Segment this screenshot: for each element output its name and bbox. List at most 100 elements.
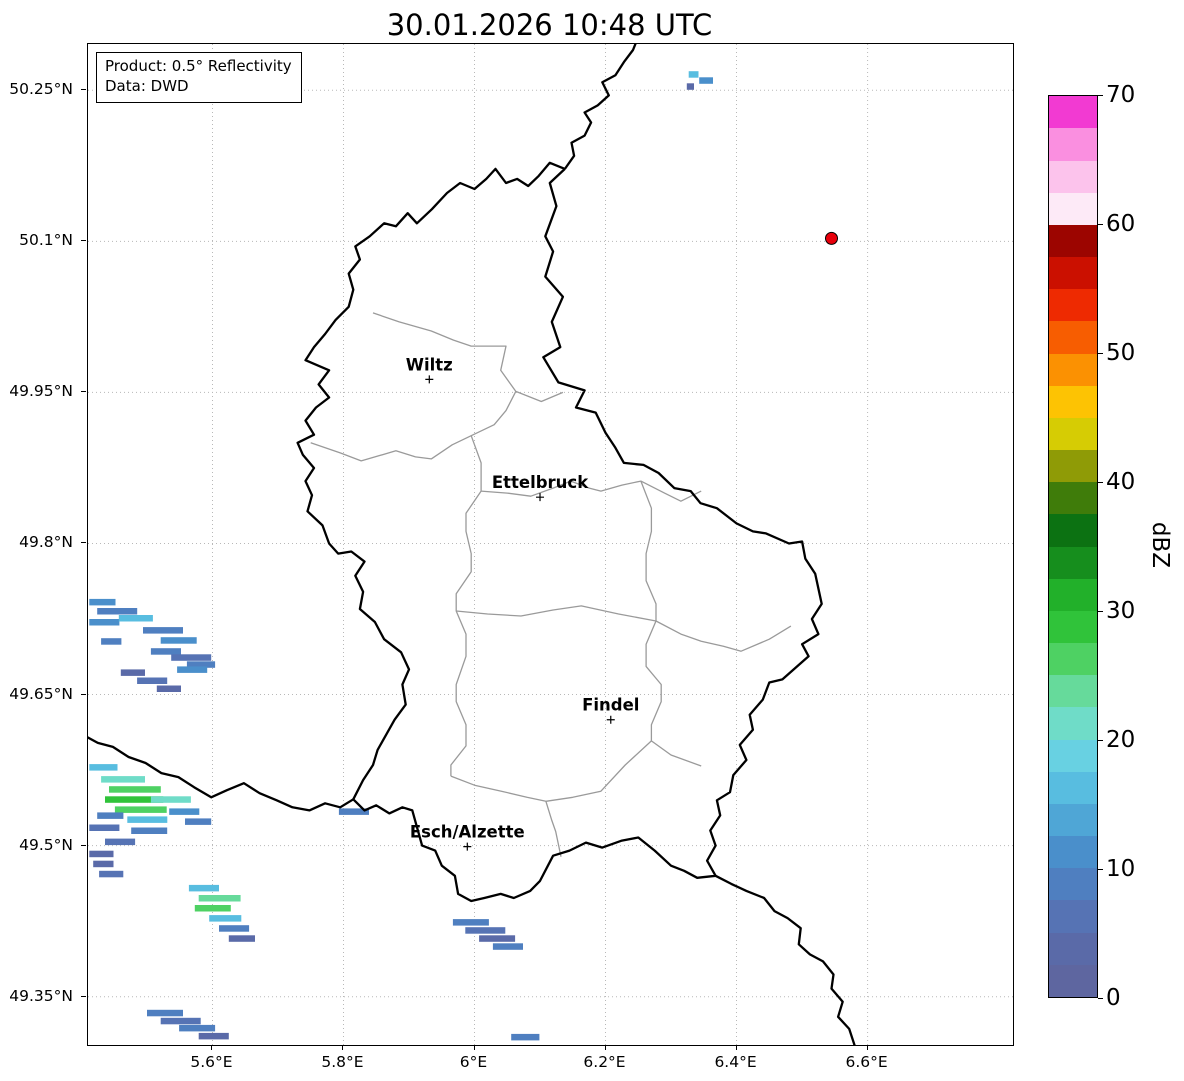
colorbar-tick-label: 60 <box>1106 211 1136 237</box>
lon-tick-mark <box>473 1045 475 1050</box>
radar-echo-segment <box>147 1009 183 1017</box>
colorbar-cell <box>1049 803 1097 837</box>
colorbar-cell <box>1049 610 1097 644</box>
colorbar-tick-label: 50 <box>1106 340 1136 366</box>
lat-tick-label: 49.8°N <box>19 533 73 552</box>
radar-echo-segment <box>169 808 200 815</box>
lon-tick-mark <box>735 1045 737 1050</box>
canton-border <box>310 391 517 462</box>
city-label: Findel <box>582 696 639 715</box>
country-border-luxembourg <box>296 161 823 903</box>
colorbar-axis-label: dBZ <box>1147 521 1173 569</box>
radar-echo-segment <box>160 1017 201 1025</box>
colorbar-cell <box>1049 224 1097 258</box>
colorbar <box>1048 95 1098 998</box>
colorbar-cell <box>1049 257 1097 290</box>
radar-echo-segment <box>109 786 161 793</box>
colorbar-cell <box>1049 353 1097 386</box>
radar-echo-segment <box>99 870 124 878</box>
lon-tick-label: 6.2°E <box>583 1053 626 1071</box>
colorbar-cell <box>1049 675 1097 708</box>
colorbar-cell <box>1049 96 1097 129</box>
radar-echo-segment <box>188 884 219 892</box>
radar-echo-segment <box>127 816 168 823</box>
colorbar-cell <box>1049 964 1097 997</box>
canton-border <box>450 740 652 802</box>
city-marker <box>463 842 472 851</box>
lon-tick-mark <box>342 1045 344 1050</box>
colorbar-tick-label: 30 <box>1106 598 1136 624</box>
radar-echo-segment <box>160 637 197 644</box>
city-label: Wiltz <box>406 355 453 374</box>
colorbar-tick-mark <box>1098 740 1103 741</box>
colorbar-cell <box>1049 321 1097 354</box>
city-marker <box>606 715 615 724</box>
colorbar-cell <box>1049 128 1097 161</box>
radar-echo-segment <box>131 827 168 834</box>
radar-echo-segment <box>171 654 212 661</box>
radar-echo-segment <box>89 850 114 858</box>
radar-echo-segment <box>465 927 506 934</box>
colorbar-cell <box>1049 643 1097 676</box>
colorbar-tick-label: 40 <box>1106 469 1136 495</box>
colorbar-cell <box>1049 417 1097 451</box>
lon-tick-mark <box>604 1045 606 1050</box>
lat-tick-mark <box>81 844 86 846</box>
colorbar-tick-label: 70 <box>1106 82 1136 108</box>
colorbar-cell <box>1049 578 1097 611</box>
radar-echo-segment <box>156 685 181 692</box>
plot-title: 30.01.2026 10:48 UTC <box>386 8 713 42</box>
colorbar-cell <box>1049 868 1097 901</box>
canton-border <box>450 435 482 777</box>
colorbar-cell <box>1049 514 1097 547</box>
lat-tick-mark <box>81 89 86 91</box>
radar-echo-segment <box>198 1032 229 1040</box>
lat-tick-label: 49.5°N <box>19 835 73 854</box>
map-canvas: Wiltz Ettelbruck Findel Esch/Alzette <box>88 44 1013 1045</box>
radar-echo-segment <box>511 1033 540 1041</box>
colorbar-tick-mark <box>1098 95 1103 96</box>
info-box: Product: 0.5° Reflectivity Data: DWD <box>96 52 302 103</box>
colorbar-cell <box>1049 450 1097 483</box>
radar-echo-segment <box>97 812 124 819</box>
lon-tick-label: 5.6°E <box>190 1053 233 1071</box>
lat-tick-label: 50.1°N <box>19 231 73 250</box>
canton-border <box>481 480 702 502</box>
city-marker <box>536 493 545 502</box>
colorbar-cell <box>1049 546 1097 579</box>
radar-echo-segment <box>97 608 138 615</box>
colorbar-tick-mark <box>1098 869 1103 870</box>
radar-echo-segment <box>89 619 120 626</box>
lat-tick-label: 50.25°N <box>9 80 73 99</box>
colorbar-cell <box>1049 771 1097 804</box>
radar-echo-segment <box>219 925 250 932</box>
radar-echo-segment <box>105 838 136 846</box>
city-marker <box>425 375 434 384</box>
colorbar-cell <box>1049 739 1097 772</box>
lon-tick-mark <box>866 1045 868 1050</box>
lon-tick-label: 6°E <box>459 1053 488 1071</box>
radar-echo-segment <box>118 615 153 622</box>
colorbar-tick-mark <box>1098 353 1103 354</box>
radar-echo-segment <box>198 895 241 902</box>
lon-tick-label: 6.6°E <box>845 1053 888 1071</box>
radar-echo-segment <box>209 915 242 922</box>
colorbar-cell <box>1049 192 1097 225</box>
info-product-line: Product: 0.5° Reflectivity <box>105 57 292 75</box>
radar-echo-segment <box>179 1024 216 1032</box>
radar-echo-segment <box>150 648 181 655</box>
radar-echo-segment <box>150 796 191 803</box>
radar-echo-segment <box>177 666 208 673</box>
radar-echo-segment <box>228 935 255 942</box>
colorbar-cell <box>1049 160 1097 193</box>
radar-echo-segment <box>137 677 168 684</box>
city-label: Esch/Alzette <box>410 823 525 842</box>
canton-border <box>545 801 562 857</box>
colorbar-cell <box>1049 707 1097 740</box>
radar-echo-segment <box>89 764 118 771</box>
lat-tick-label: 49.35°N <box>9 986 73 1005</box>
belgium-france-border <box>88 736 354 812</box>
radar-echo-segment <box>194 905 231 912</box>
radar-echo-segment <box>686 83 694 90</box>
radar-echo-segment <box>185 818 212 825</box>
